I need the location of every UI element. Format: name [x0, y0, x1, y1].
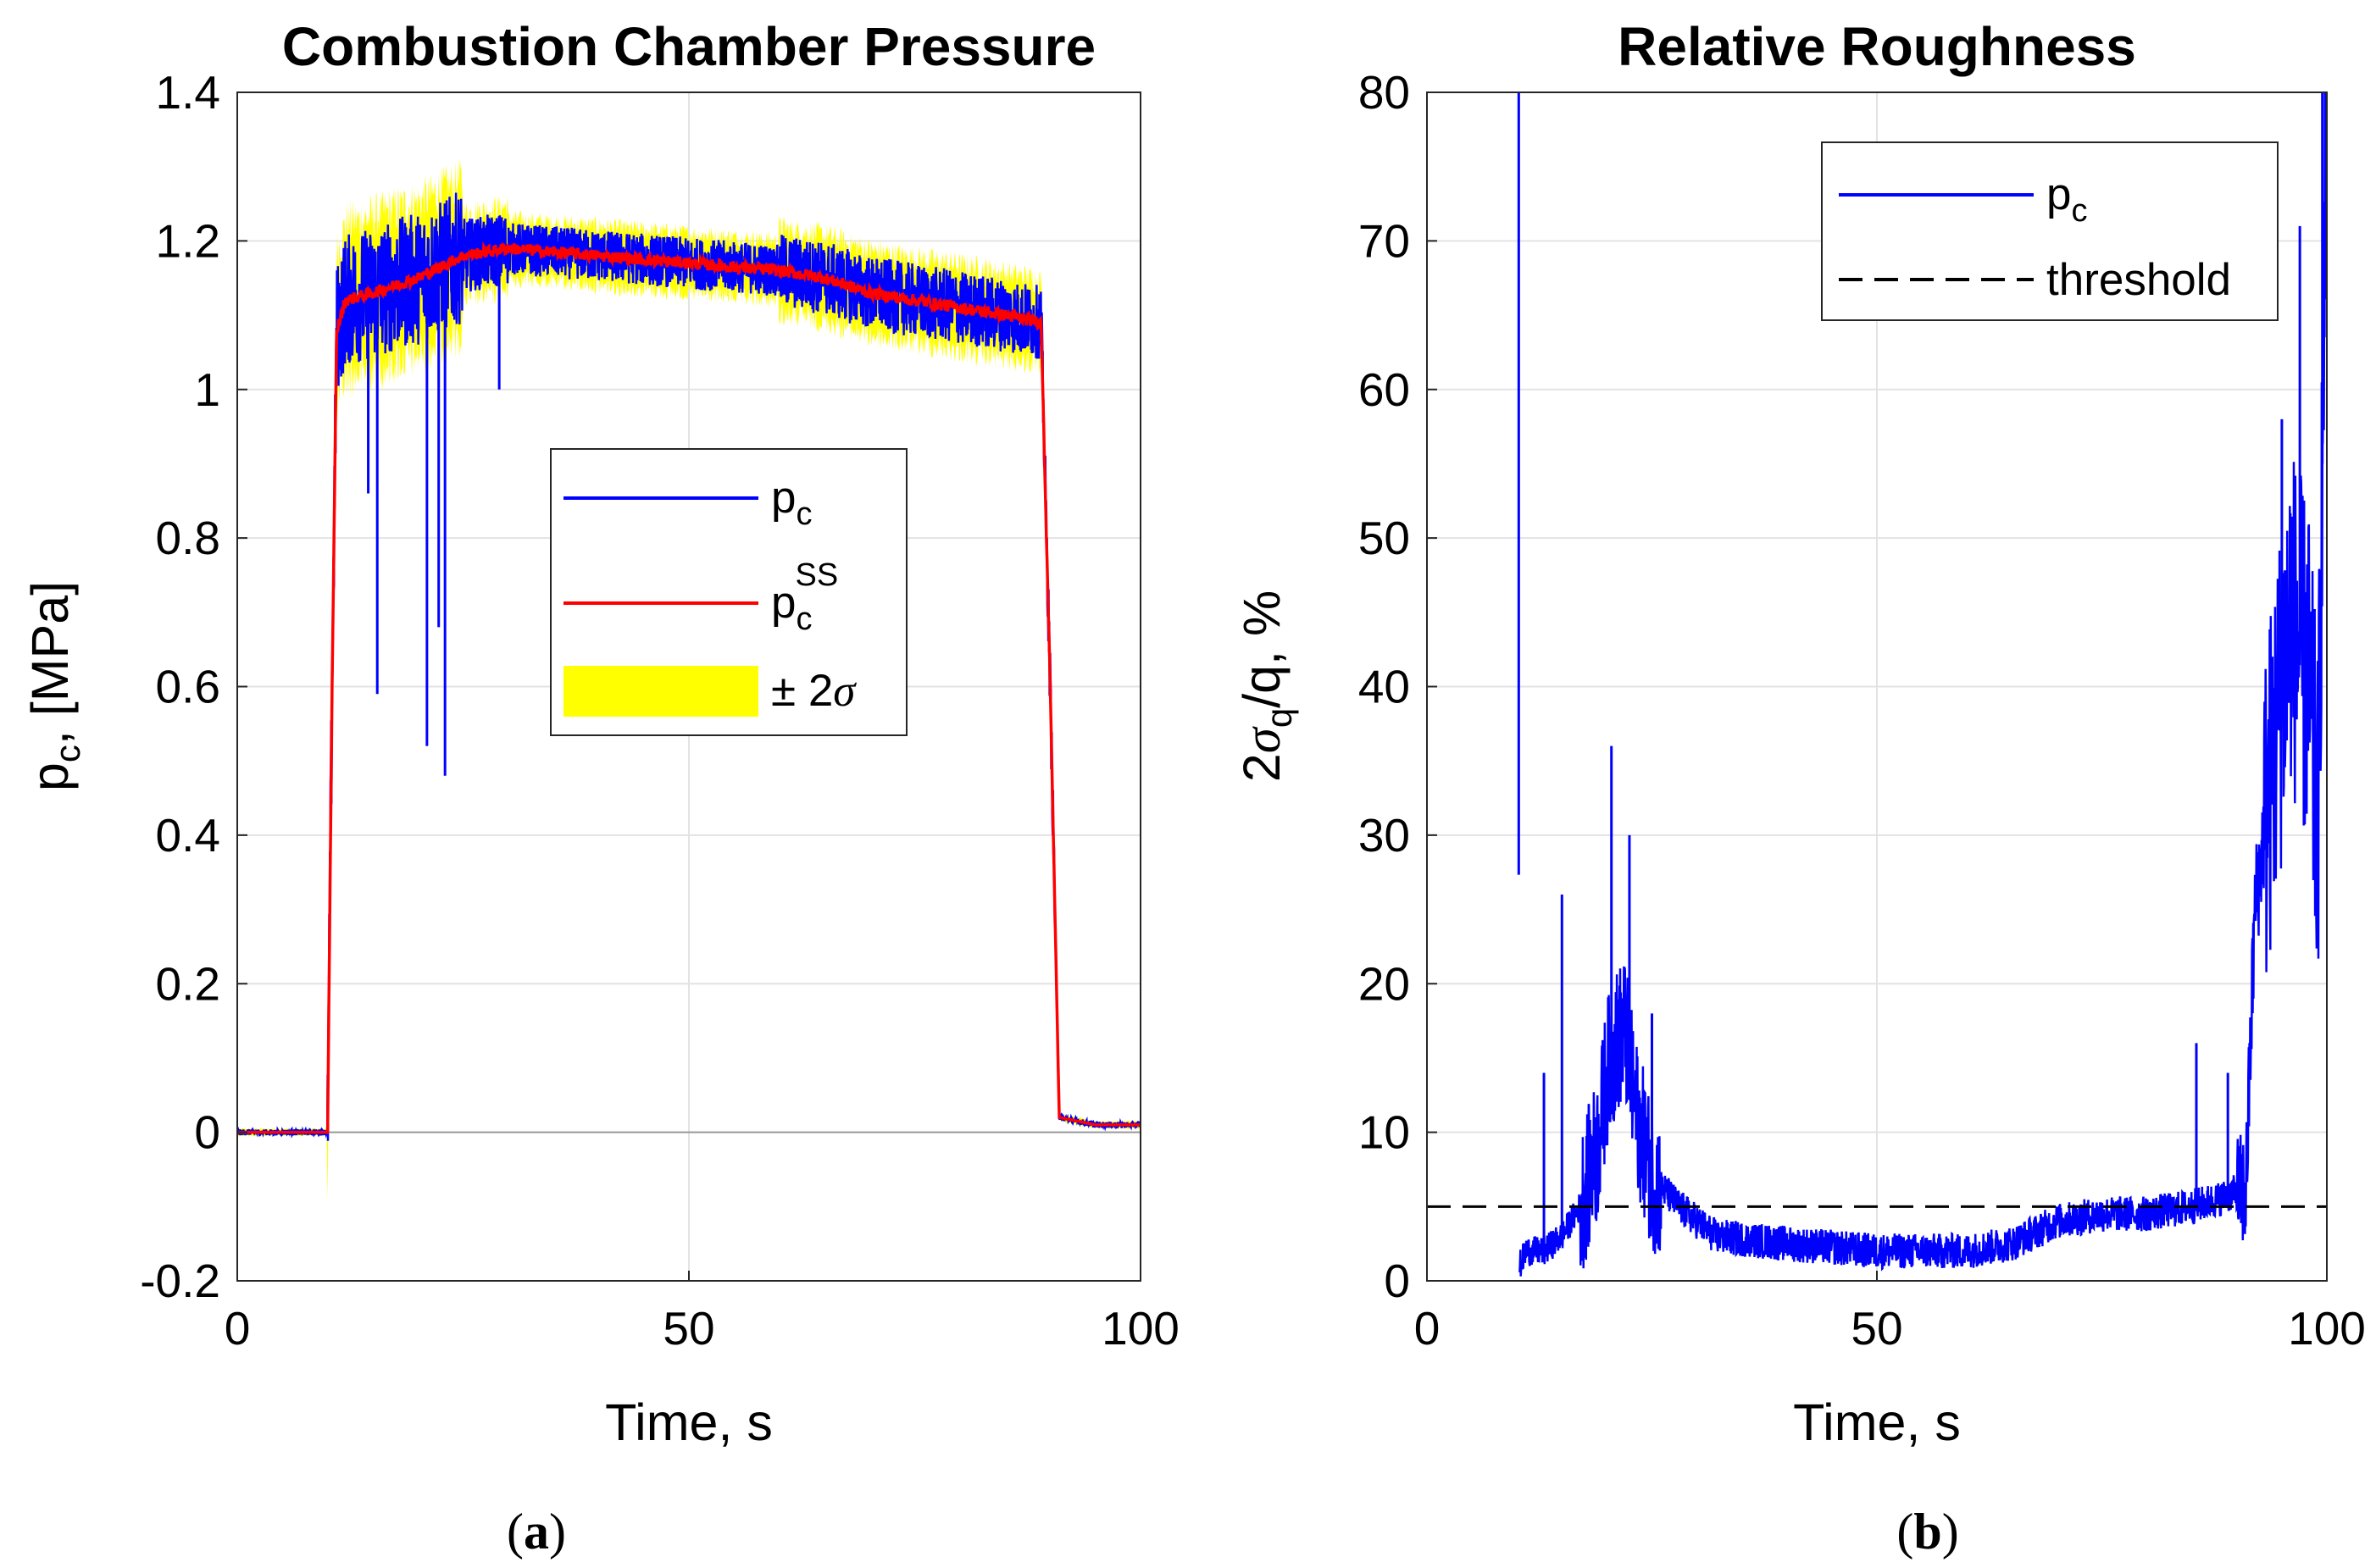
y-tick-label-1-8: 80 [1358, 66, 1410, 119]
ticks-a: 0 50 100-0.200.20.40.60.811.21.4 [140, 66, 1180, 1355]
y-tick-label-1-7: 70 [1358, 214, 1410, 267]
chart-panel-b: 0 50 100 0 10 20 30 40 50 60 70 80 Relative Roughne… [1233, 16, 2366, 1451]
panel-label-a: (a) [507, 1504, 566, 1560]
y-tick-label-1-3: 30 [1358, 809, 1410, 862]
x-tick-label-0-0: 0 [225, 1302, 251, 1355]
y-tick-label-0-6: 1 [194, 363, 220, 416]
legend-b: pc threshold [1821, 141, 2279, 321]
legend-swatch-band [563, 666, 758, 717]
y-tick-label-1-1: 10 [1358, 1106, 1410, 1159]
y-tick-label-1-2: 20 [1358, 957, 1410, 1010]
y-tick-label-0-1: 0 [194, 1106, 220, 1159]
y-tick-label-0-8: 1.4 [156, 66, 220, 119]
y-axis-label-b: 2σq/q, % [1233, 590, 1299, 782]
y-tick-label-0-4: 0.6 [156, 661, 220, 713]
x-tick-label-0-2: 100 [1102, 1302, 1180, 1355]
x-tick-label-1-2: 100 [2288, 1302, 2366, 1355]
data-layer-a [237, 158, 1141, 1200]
chart-title-b: Relative Roughness [1618, 16, 2136, 77]
y-tick-label-1-0: 0 [1384, 1255, 1410, 1307]
y-tick-label-0-3: 0.4 [156, 809, 220, 862]
x-axis-label-b: Time, s [1793, 1393, 1961, 1451]
y-tick-label-1-4: 40 [1358, 661, 1410, 713]
data-layer-b [1427, 92, 2327, 1277]
legend-label-threshold: threshold [2046, 255, 2231, 305]
x-tick-label-1-0: 0 [1414, 1302, 1441, 1355]
y-tick-label-1-6: 60 [1358, 363, 1410, 416]
svg-text:2σq/q, %: 2σq/q, % [1233, 590, 1299, 782]
y-tick-label-0-7: 1.2 [156, 214, 220, 267]
svg-text:pc, [MPa]: pc, [MPa] [21, 581, 87, 791]
x-tick-label-1-1: 50 [1851, 1302, 1902, 1355]
y-tick-label-1-5: 50 [1358, 512, 1410, 564]
chart-panel-a: 0 50 100-0.200.20.40.60.811.21.4 Combustio… [21, 16, 1180, 1451]
series-line-roughness [1518, 92, 2327, 1277]
x-axis-label-a: Time, s [605, 1393, 773, 1451]
legend-label-band: ± 2σ [771, 666, 857, 716]
x-tick-label-0-1: 50 [663, 1302, 714, 1355]
ticks-b: 0 50 100 0 10 20 30 40 50 60 70 80 [1358, 66, 2366, 1355]
legend-box-b [1821, 141, 2279, 321]
y-tick-label-0-2: 0.2 [156, 957, 220, 1010]
series-line-pcss [237, 241, 1141, 1134]
y-axis-label-a: pc, [MPa] [21, 581, 87, 791]
y-tick-label-0-5: 0.8 [156, 512, 220, 564]
panel-label-b: (b) [1896, 1504, 1958, 1560]
legend-a: pc pcSS ± 2σ [550, 448, 908, 736]
y-tick-label-0-0: -0.2 [140, 1255, 220, 1307]
chart-title-a: Combustion Chamber Pressure [282, 16, 1096, 77]
